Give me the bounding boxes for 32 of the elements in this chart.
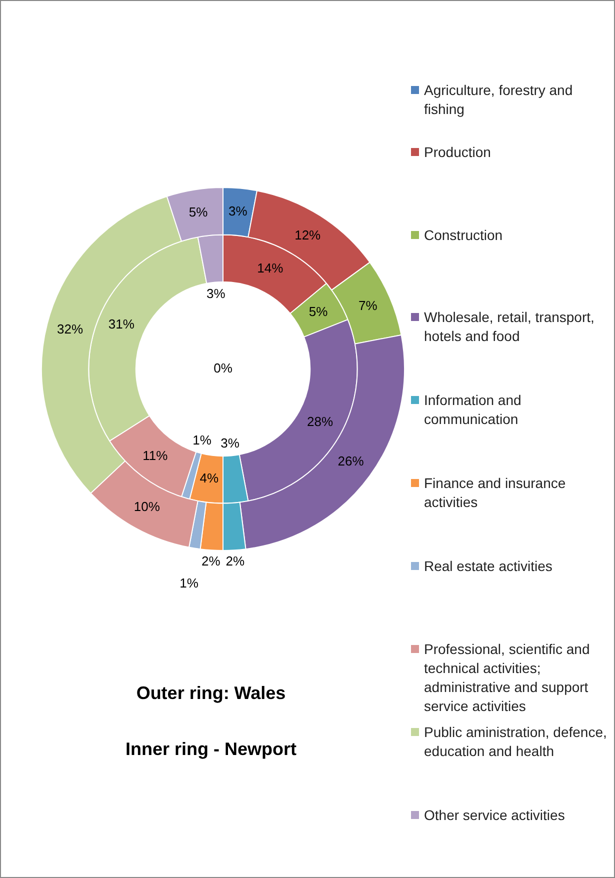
data-label: 11% bbox=[142, 448, 168, 464]
legend-label: Professional, scientific and technical activities; administrative and support service activities bbox=[424, 640, 591, 716]
data-label: 14% bbox=[257, 260, 284, 276]
text: Outer ring: Wales bbox=[135, 683, 287, 704]
data-label: 1% bbox=[180, 575, 199, 590]
data-label: 4% bbox=[200, 470, 219, 486]
legend-label: Real estate activities bbox=[424, 557, 552, 576]
data-label: 10% bbox=[134, 498, 160, 514]
data-label: 32% bbox=[57, 321, 84, 336]
data-label: 12% bbox=[294, 227, 322, 242]
data-label: 3% bbox=[220, 435, 240, 450]
data-label: 26% bbox=[338, 453, 364, 468]
data-label: 3% bbox=[228, 203, 248, 218]
legend-label: Agriculture, forestry and fishing bbox=[424, 81, 574, 119]
legend-label: Wholesale, retail, transport, hotels and food bbox=[424, 308, 596, 346]
data-label: 1% bbox=[192, 432, 212, 448]
legend-label: Public aministration, defence, education and health bbox=[424, 723, 608, 761]
data-label: 2% bbox=[226, 554, 245, 569]
legend-label: Finance and insurance activities bbox=[424, 474, 567, 512]
data-label: 7% bbox=[358, 298, 378, 313]
legend-label: Construction bbox=[424, 226, 503, 245]
data-label: 3% bbox=[206, 286, 226, 301]
data-label: 28% bbox=[307, 414, 334, 429]
data-label: 5% bbox=[308, 304, 328, 320]
data-label: 2% bbox=[201, 554, 221, 569]
legend-label: Information and communication bbox=[424, 391, 522, 429]
text: Inner ring - Newport bbox=[124, 739, 298, 760]
legend-label: Production bbox=[424, 143, 491, 162]
legend-label: Other service activities bbox=[424, 806, 565, 825]
text: 0% bbox=[214, 360, 232, 376]
data-label: 5% bbox=[188, 204, 208, 220]
data-label: 31% bbox=[108, 316, 135, 332]
